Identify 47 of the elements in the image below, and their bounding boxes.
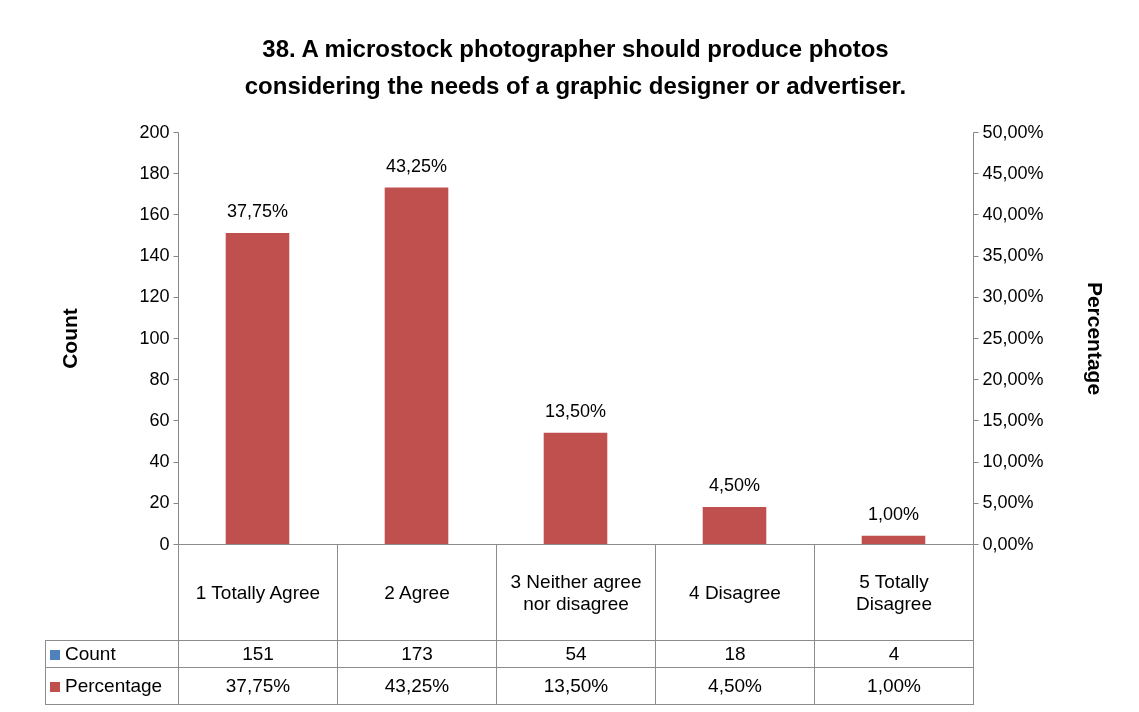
text: 37,75%	[226, 200, 289, 221]
chart-title: 38. A microstock photographer should produce photos considering the needs of a graphic designer or advertiser.	[244, 35, 907, 99]
legend-label: Percentage	[45, 667, 179, 705]
y2-tick-label: 20,00%	[982, 368, 1044, 389]
y2-tick-label: 30,00%	[982, 286, 1044, 307]
text: 43,25%	[385, 155, 448, 176]
y-tick-label: 100	[139, 327, 170, 348]
y2-axis-title: Percentage	[1083, 281, 1107, 396]
x-tick-label: 3 Neither agree nor disagree	[496, 544, 656, 641]
y2-tick-label: 10,00%	[982, 451, 1044, 472]
x-tick-label: 1 Totally Agree	[178, 544, 338, 641]
y2-tick-label: 15,00%	[982, 409, 1044, 430]
text: 4,50%	[708, 474, 761, 495]
text: 173	[401, 643, 433, 664]
legend-label: Count	[45, 640, 179, 668]
text: 13,50%	[544, 400, 607, 421]
y-tick-label: 0	[159, 533, 170, 554]
data-label: 37,75%	[178, 667, 338, 705]
text: 151	[242, 643, 274, 664]
data-label: 43,25%	[337, 667, 497, 705]
y-tick-label: 60	[149, 409, 170, 430]
y-tick-label: 40	[149, 451, 170, 472]
y2-tick-label: 35,00%	[982, 245, 1044, 266]
y-tick-label: 120	[139, 286, 170, 307]
text: 54	[565, 643, 587, 664]
data-label: 13,50%	[496, 667, 656, 705]
y-axis-title: Count	[58, 308, 82, 369]
x-tick-label: 5 Totally Disagree	[814, 544, 974, 641]
data-label: 4,50%	[655, 667, 815, 705]
y-tick-label: 140	[139, 245, 170, 266]
text: 1,00%	[867, 503, 920, 524]
y-tick-label: 180	[139, 162, 170, 183]
data-label: 1,00%	[814, 667, 974, 705]
y2-tick-label: 0,00%	[982, 533, 1034, 554]
y2-tick-label: 25,00%	[982, 327, 1044, 348]
y2-tick-label: 40,00%	[982, 203, 1044, 224]
text: 4	[888, 643, 900, 664]
x-tick-label: 4 Disagree	[655, 544, 815, 641]
y2-tick-label: 5,00%	[982, 492, 1034, 513]
y2-tick-label: 50,00%	[982, 121, 1044, 142]
y2-tick-label: 45,00%	[982, 162, 1044, 183]
y-tick-label: 160	[139, 203, 170, 224]
x-tick-label: 2 Agree	[337, 544, 497, 641]
y-tick-label: 200	[139, 121, 170, 142]
y-tick-label: 20	[149, 492, 170, 513]
y-tick-label: 80	[149, 368, 170, 389]
text: 18	[724, 643, 746, 664]
